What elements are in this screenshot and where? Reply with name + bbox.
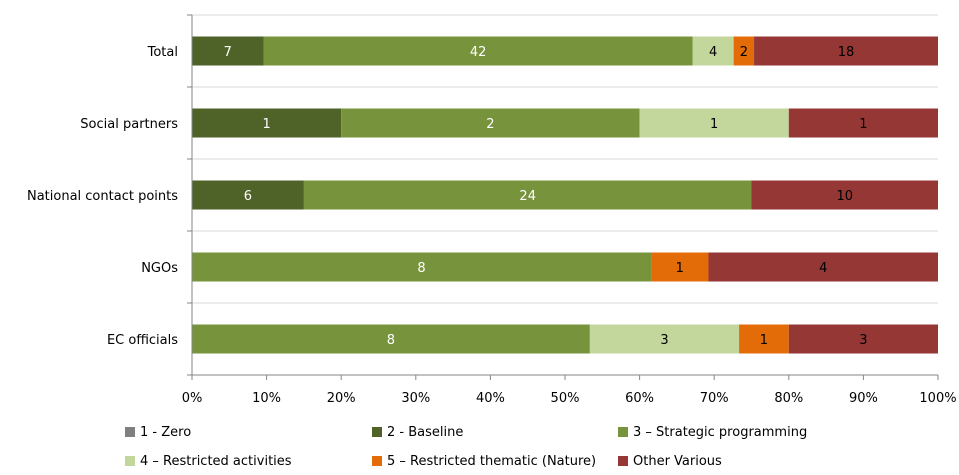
data-label: 1 bbox=[676, 261, 684, 276]
category-label: Total bbox=[147, 45, 178, 60]
data-label: 1 bbox=[710, 117, 718, 132]
legend-label: 5 – Restricted thematic (Nature) bbox=[387, 454, 596, 469]
data-label: 1 bbox=[262, 117, 270, 132]
bars: 7 42 4 2 181 2 1 16 24 108 1 48 3 1 3 bbox=[192, 36, 938, 354]
legend-swatch bbox=[125, 427, 135, 437]
legend-swatch bbox=[372, 456, 382, 466]
bar-segment bbox=[754, 36, 938, 66]
bar-segment bbox=[692, 36, 734, 66]
data-label: 8 bbox=[387, 333, 395, 348]
legend-label: 3 – Strategic programming bbox=[633, 425, 807, 440]
data-label: 18 bbox=[838, 45, 855, 60]
data-label: 2 bbox=[486, 117, 494, 132]
legend-label: 4 – Restricted activities bbox=[140, 454, 292, 469]
bar-segment bbox=[708, 252, 938, 282]
bar-segment bbox=[192, 108, 342, 138]
data-label: 3 bbox=[660, 333, 668, 348]
x-tick-label: 60% bbox=[625, 391, 654, 406]
category-label: Social partners bbox=[80, 117, 178, 132]
data-label: 4 bbox=[819, 261, 827, 276]
data-label: 1 bbox=[859, 117, 867, 132]
bar-segment bbox=[192, 36, 264, 66]
legend-swatch bbox=[372, 427, 382, 437]
legend-label: 1 - Zero bbox=[140, 425, 191, 440]
bar-segment bbox=[263, 36, 693, 66]
legend: 1 - Zero 2 - Baseline 3 – Strategic progra… bbox=[125, 425, 807, 469]
data-label: 4 bbox=[709, 45, 717, 60]
data-label: 3 bbox=[859, 333, 867, 348]
bar-segment bbox=[651, 252, 709, 282]
bar-segment bbox=[739, 324, 789, 354]
x-tick-label: 70% bbox=[700, 391, 729, 406]
category-label: NGOs bbox=[141, 261, 178, 276]
data-label: 10 bbox=[836, 189, 853, 204]
bar-segment bbox=[341, 108, 640, 138]
x-tick-label: 10% bbox=[252, 391, 281, 406]
bar-segment bbox=[733, 36, 755, 66]
data-label: 6 bbox=[244, 189, 252, 204]
bar-segment bbox=[788, 108, 938, 138]
axes: Total Social partners National contact poi… bbox=[27, 14, 957, 406]
x-tick-label: 90% bbox=[849, 391, 878, 406]
bar-segment bbox=[639, 108, 789, 138]
bar-segment bbox=[751, 180, 938, 210]
bar-segment bbox=[192, 180, 304, 210]
data-label: 7 bbox=[224, 45, 232, 60]
bar-segment bbox=[192, 252, 652, 282]
x-tick-label: 0% bbox=[182, 391, 203, 406]
data-label: 24 bbox=[519, 189, 536, 204]
x-tick-label: 40% bbox=[476, 391, 505, 406]
x-tick-label: 20% bbox=[327, 391, 356, 406]
bar-segment bbox=[788, 324, 938, 354]
bar-segment bbox=[192, 324, 590, 354]
x-tick-label: 50% bbox=[551, 391, 580, 406]
data-label: 42 bbox=[470, 45, 487, 60]
legend-label: Other Various bbox=[633, 454, 722, 469]
bar-segment bbox=[589, 324, 740, 354]
data-label: 2 bbox=[740, 45, 748, 60]
data-label: 8 bbox=[417, 261, 425, 276]
data-label: 1 bbox=[760, 333, 768, 348]
x-tick-label: 80% bbox=[774, 391, 803, 406]
category-label: EC officials bbox=[107, 333, 178, 348]
category-label: National contact points bbox=[27, 189, 178, 204]
legend-label: 2 - Baseline bbox=[387, 425, 463, 440]
legend-swatch bbox=[125, 456, 135, 466]
x-tick-label: 30% bbox=[401, 391, 430, 406]
legend-swatch bbox=[618, 456, 628, 466]
bar-segment bbox=[303, 180, 752, 210]
x-tick-label: 100% bbox=[919, 391, 956, 406]
legend-swatch bbox=[618, 427, 628, 437]
